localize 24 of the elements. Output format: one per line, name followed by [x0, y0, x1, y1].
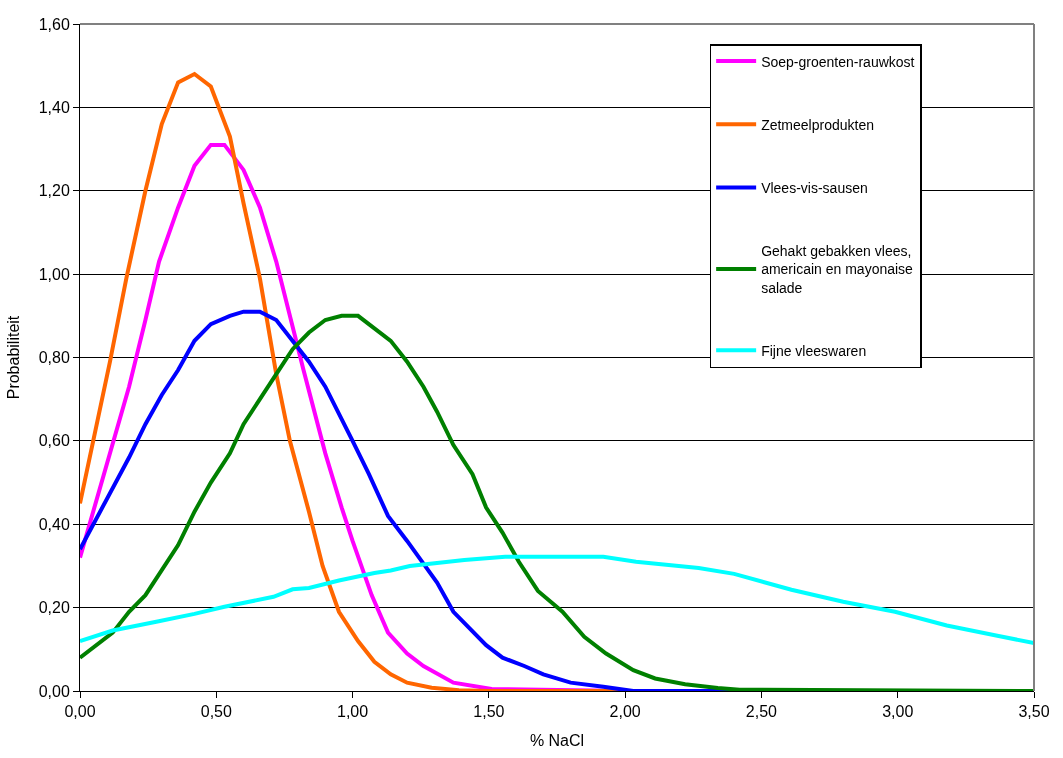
x-tick-label: 3,50 — [1018, 703, 1050, 721]
y-tick-label: 0,00 — [38, 682, 70, 700]
x-tick-label: 2,00 — [609, 703, 641, 721]
y-tick-label: 0,60 — [38, 432, 70, 450]
legend-label: Zetmeelprodukten — [761, 116, 874, 133]
legend-label: Fijne vleeswaren — [761, 342, 867, 359]
y-tick-label: 1,40 — [38, 98, 70, 116]
x-tick-label: 1,50 — [473, 703, 505, 721]
y-tick-label: 0,80 — [38, 349, 70, 367]
x-tick-label: 3,00 — [882, 703, 914, 721]
y-axis-title: Probabiliteit — [4, 315, 22, 400]
legend-label: Gehakt gebakken vlees, americain en mayonaise salade — [761, 243, 914, 296]
x-tick-label: 2,50 — [745, 703, 778, 721]
legend-label: Vlees-vis-sausen — [761, 179, 868, 196]
x-axis-title: % NaCl — [529, 731, 585, 749]
y-tick-label: 1,20 — [38, 182, 70, 200]
x-tick-label: 1,00 — [337, 703, 369, 721]
y-tick-label: 1,00 — [38, 265, 70, 283]
legend-label: Soep-groenten-rauwkost — [761, 53, 915, 70]
x-tick-label: 0,00 — [64, 703, 96, 721]
x-tick-label: 0,50 — [200, 703, 232, 721]
y-tick-label: 1,60 — [38, 15, 70, 33]
y-tick-label: 0,20 — [38, 599, 70, 617]
y-tick-label: 0,40 — [38, 515, 70, 533]
